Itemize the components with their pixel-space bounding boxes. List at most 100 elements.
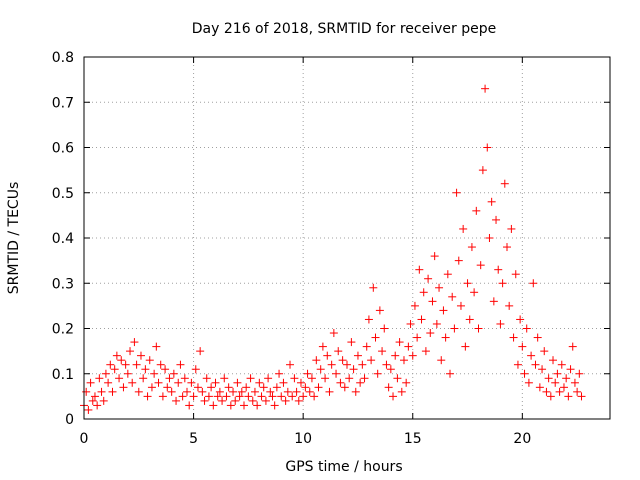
data-point [527, 351, 536, 360]
data-point [356, 378, 365, 387]
data-point [410, 301, 419, 310]
data-point [505, 301, 514, 310]
data-point [406, 319, 415, 328]
data-point [213, 392, 222, 401]
data-point [200, 396, 209, 405]
data-point [419, 288, 428, 297]
data-point [404, 342, 413, 351]
y-tick-label: 0.3 [52, 276, 74, 292]
data-point [231, 396, 240, 405]
data-point [413, 333, 422, 342]
data-point [257, 392, 266, 401]
data-point [362, 342, 371, 351]
data-point [417, 315, 426, 324]
data-point [270, 401, 279, 410]
data-point [246, 374, 255, 383]
data-point [450, 324, 459, 333]
data-point [323, 351, 332, 360]
data-point [540, 347, 549, 356]
data-point [172, 396, 181, 405]
data-point [421, 347, 430, 356]
y-axis-label: SRMTID / TECUs [6, 182, 22, 295]
data-point [314, 383, 323, 392]
data-point [136, 351, 145, 360]
data-point [316, 365, 325, 374]
data-point [305, 387, 314, 396]
data-point [369, 283, 378, 292]
data-point [432, 319, 441, 328]
data-point [373, 369, 382, 378]
data-point [531, 360, 540, 369]
data-point [437, 356, 446, 365]
data-point [538, 365, 547, 374]
data-point [524, 378, 533, 387]
data-point [167, 387, 176, 396]
data-point [349, 365, 358, 374]
data-point [441, 333, 450, 342]
data-point [242, 383, 251, 392]
data-point [375, 306, 384, 315]
data-point [551, 378, 560, 387]
data-point [336, 378, 345, 387]
data-point [465, 315, 474, 324]
data-point [312, 356, 321, 365]
data-points [80, 84, 586, 414]
data-point [290, 374, 299, 383]
data-point [209, 401, 218, 410]
data-point [90, 392, 99, 401]
data-point [189, 392, 198, 401]
data-point [496, 319, 505, 328]
y-tick-label: 0.8 [52, 50, 74, 66]
data-point [108, 387, 117, 396]
data-point [327, 360, 336, 369]
grid-lines [84, 57, 610, 419]
data-point [415, 265, 424, 274]
data-point [472, 206, 481, 215]
data-point [272, 383, 281, 392]
data-point [202, 374, 211, 383]
x-tick-label: 15 [404, 431, 422, 447]
data-point [463, 279, 472, 288]
data-point [180, 374, 189, 383]
data-point [570, 378, 579, 387]
data-point [502, 243, 511, 252]
data-point [511, 270, 520, 279]
data-point [470, 288, 479, 297]
data-point [358, 360, 367, 369]
data-point [286, 360, 295, 369]
y-tick-label: 0.6 [52, 141, 74, 157]
data-point [117, 356, 126, 365]
data-point [288, 392, 297, 401]
x-tick-label: 5 [189, 431, 198, 447]
data-point [264, 374, 273, 383]
data-point [397, 387, 406, 396]
data-point [353, 351, 362, 360]
data-point [115, 374, 124, 383]
data-point [347, 338, 356, 347]
data-point [542, 387, 551, 396]
data-point [535, 383, 544, 392]
data-point [185, 401, 194, 410]
data-point [233, 378, 242, 387]
data-point [226, 401, 235, 410]
data-point [367, 356, 376, 365]
data-point [277, 392, 286, 401]
data-point [176, 360, 185, 369]
data-point [281, 396, 290, 405]
data-point [266, 387, 275, 396]
data-point [393, 374, 402, 383]
data-point [351, 387, 360, 396]
data-point [564, 392, 573, 401]
data-point [126, 347, 135, 356]
data-point [391, 351, 400, 360]
data-point [97, 387, 106, 396]
data-point [110, 365, 119, 374]
data-point [408, 351, 417, 360]
data-point [218, 396, 227, 405]
data-point [338, 356, 347, 365]
y-tick-label: 0.1 [52, 367, 74, 383]
data-point [522, 324, 531, 333]
data-point [261, 396, 270, 405]
data-point [183, 387, 192, 396]
data-point [424, 274, 433, 283]
